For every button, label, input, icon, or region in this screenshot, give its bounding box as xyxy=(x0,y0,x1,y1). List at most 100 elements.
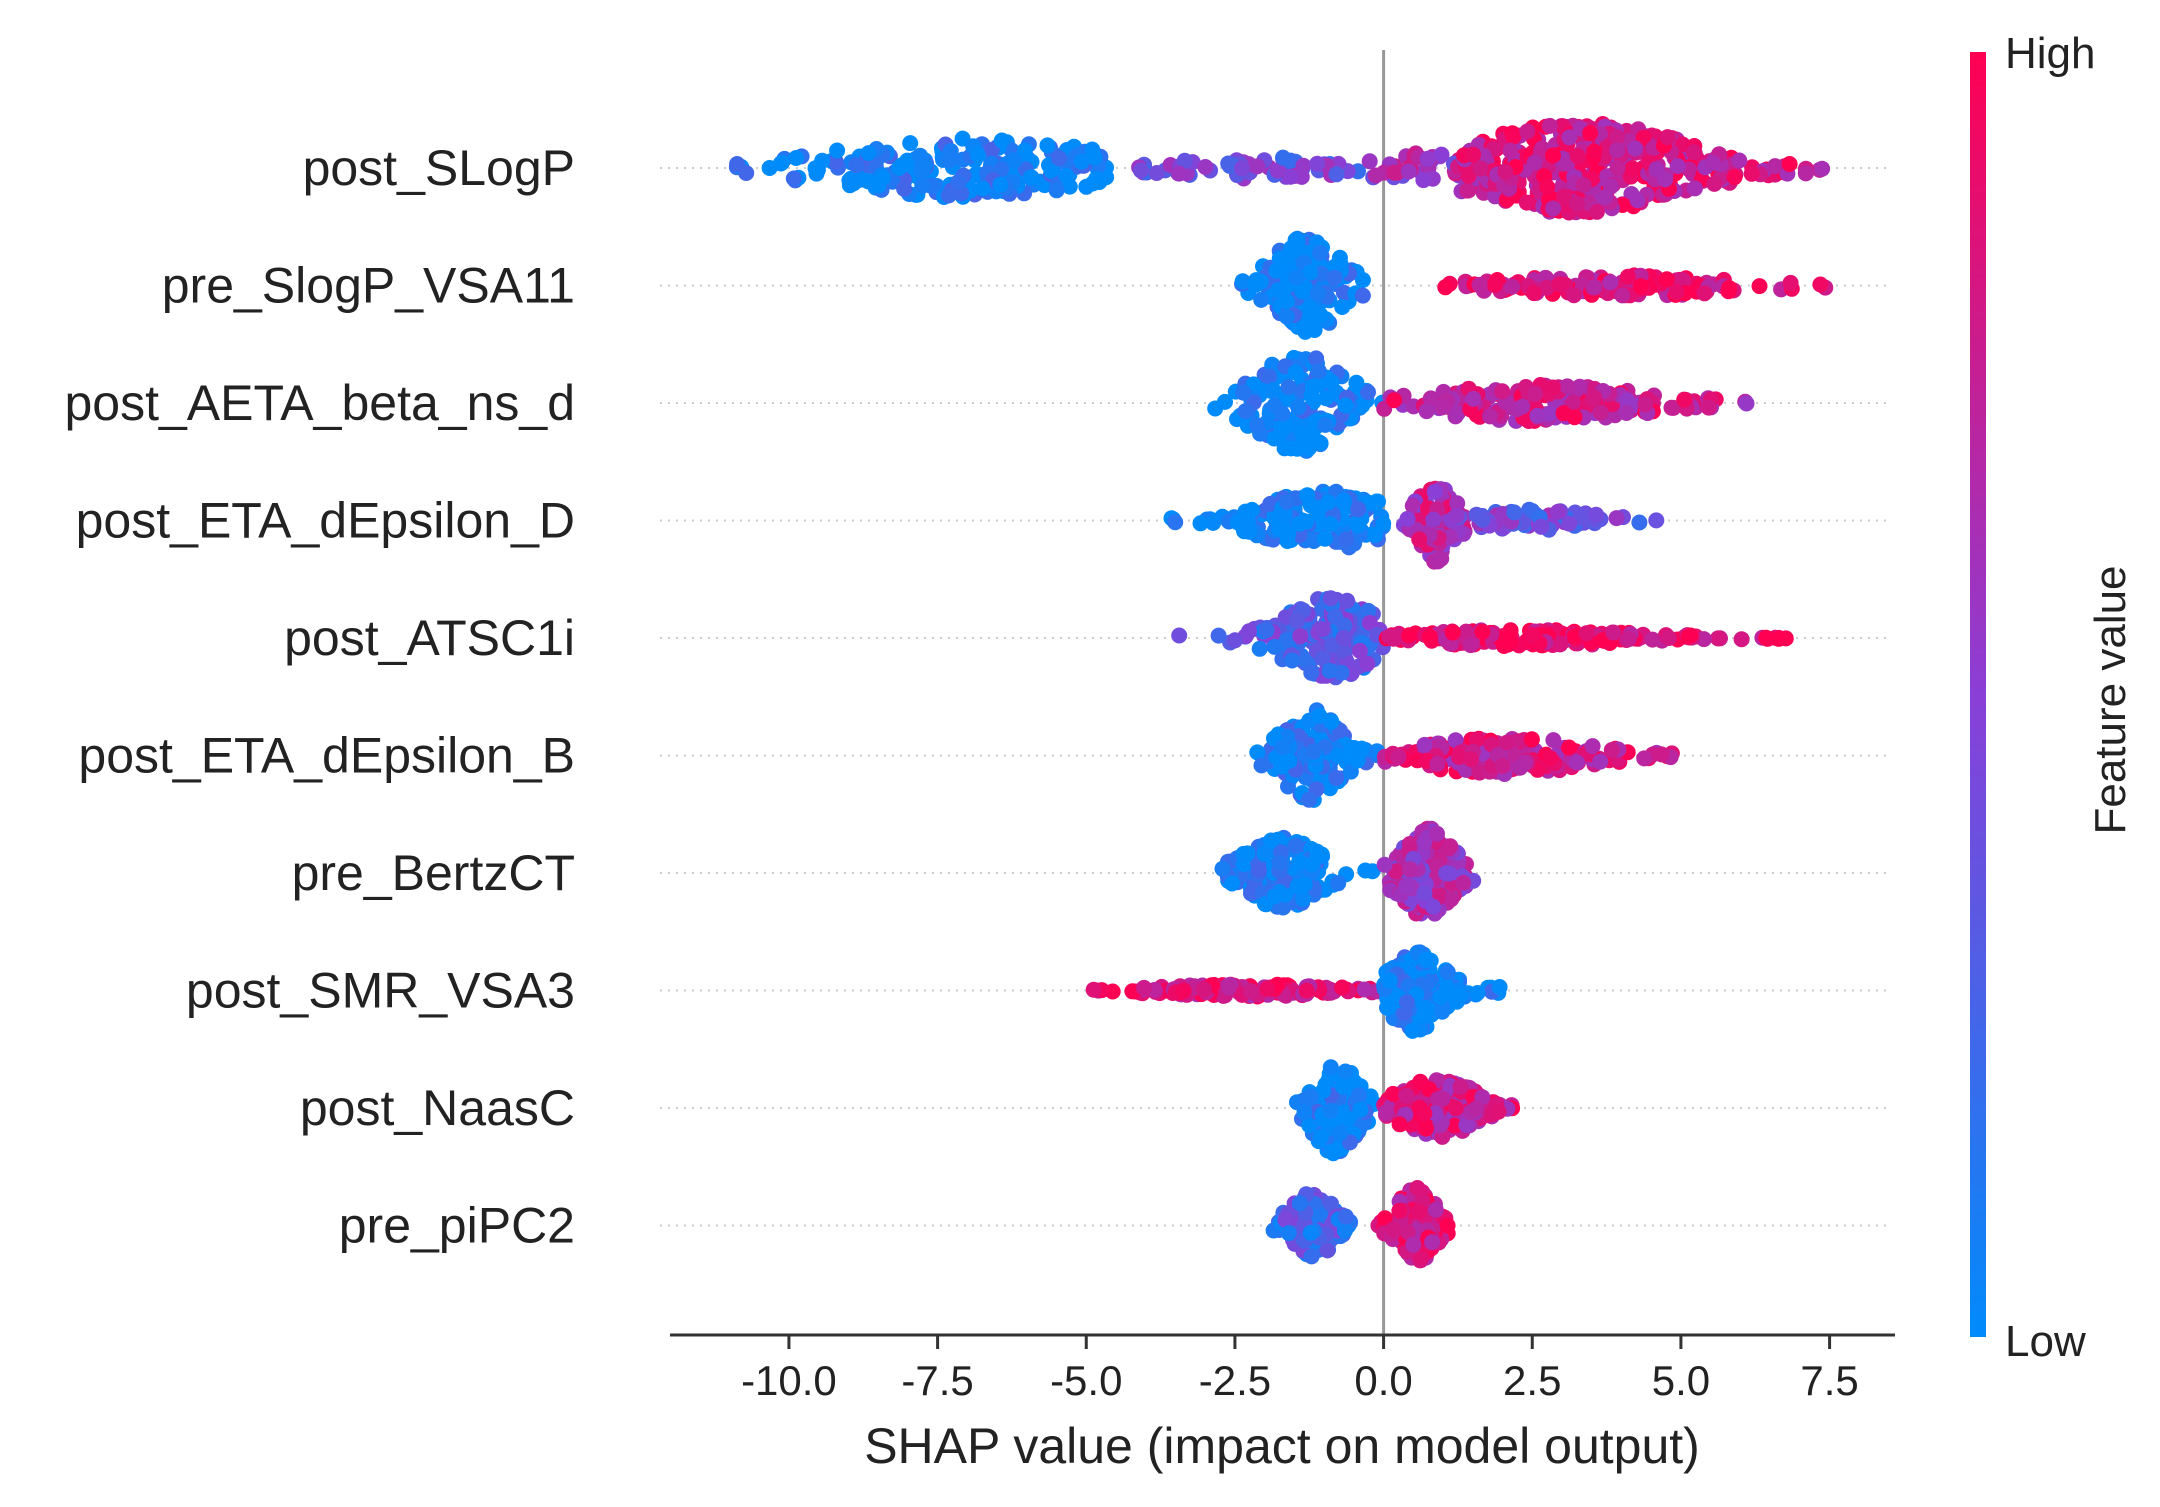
shap-dot xyxy=(1770,630,1787,647)
shap-dot xyxy=(1663,399,1680,416)
shap-dot xyxy=(1335,492,1352,509)
shap-dot xyxy=(1006,152,1023,169)
feature-label: post_ETA_dEpsilon_B xyxy=(78,728,575,784)
feature-label: post_ETA_dEpsilon_D xyxy=(76,493,575,549)
shap-dot xyxy=(1350,501,1367,518)
shap-dot xyxy=(1331,249,1348,266)
shap-dot xyxy=(1293,425,1310,442)
shap-dot xyxy=(829,142,846,159)
shap-dot xyxy=(1251,640,1268,657)
shap-dot xyxy=(1214,860,1231,877)
shap-dot xyxy=(1618,405,1635,421)
shap-dot xyxy=(1302,1224,1319,1241)
shap-dot xyxy=(1402,861,1419,878)
shap-dot xyxy=(1425,511,1442,528)
shap-dot xyxy=(1465,390,1482,407)
shap-dot xyxy=(1496,638,1512,654)
shap-dot xyxy=(1424,1234,1441,1251)
shap-dot xyxy=(1620,631,1637,648)
shap-dot xyxy=(1298,652,1314,669)
shap-dot xyxy=(1310,363,1327,380)
shap-dot xyxy=(1239,514,1256,531)
shap-dot xyxy=(1205,514,1222,531)
shap-dot xyxy=(1592,404,1609,421)
shap-dot xyxy=(1529,407,1546,424)
shap-dot xyxy=(1782,274,1799,291)
shap-dot xyxy=(1398,994,1415,1011)
shap-dot xyxy=(1386,164,1403,181)
shap-dot xyxy=(1653,746,1670,763)
shap-dot xyxy=(1458,623,1475,640)
shap-dot xyxy=(1357,862,1374,879)
shap-dot xyxy=(1710,630,1726,647)
shap-dot xyxy=(1586,389,1603,406)
shap-dot xyxy=(1608,129,1625,146)
shap-dot xyxy=(1279,493,1295,510)
shap-dot xyxy=(1627,140,1644,157)
shap-dot xyxy=(1385,1085,1401,1102)
shap-dot xyxy=(1340,1110,1356,1127)
shap-dot xyxy=(1259,980,1276,997)
shap-dot xyxy=(914,178,931,194)
shap-dot xyxy=(1458,1117,1475,1133)
colorbar-low-label: Low xyxy=(2005,1317,2086,1366)
shap-dot xyxy=(1609,160,1626,176)
shap-dot xyxy=(1519,123,1536,140)
shap-dot xyxy=(1400,163,1417,180)
shap-dot xyxy=(1471,276,1488,293)
shap-dot xyxy=(1241,623,1257,640)
shap-dot xyxy=(1088,170,1105,187)
shap-dot xyxy=(1253,291,1270,308)
shap-dot xyxy=(1447,1100,1464,1117)
shap-dot xyxy=(1271,521,1288,537)
shap-dot xyxy=(1243,983,1260,1000)
feature-label: post_SMR_VSA3 xyxy=(186,963,575,1019)
shap-dot xyxy=(1278,293,1295,310)
shap-dot xyxy=(1674,136,1691,153)
shap-dot xyxy=(1270,282,1287,299)
shap-dot xyxy=(1497,164,1514,180)
shap-dot xyxy=(1319,1242,1336,1259)
feature-label: pre_piPC2 xyxy=(339,1198,575,1254)
shap-dot xyxy=(1629,192,1646,209)
shap-dot xyxy=(1462,637,1479,654)
shap-dot xyxy=(1416,885,1433,902)
shap-dot xyxy=(1294,283,1311,300)
shap-dot xyxy=(1351,642,1368,659)
shap-dot xyxy=(1278,632,1295,649)
feature-dots xyxy=(1207,349,1755,459)
shap-dot xyxy=(1289,612,1305,629)
shap-dot xyxy=(1051,150,1067,167)
x-tick-label: -2.5 xyxy=(1199,1357,1271,1404)
shap-dot xyxy=(1192,515,1209,532)
shap-dot xyxy=(1434,399,1451,416)
shap-dot xyxy=(1334,979,1351,996)
x-axis-title: SHAP value (impact on model output) xyxy=(864,1418,1700,1474)
shap-dot xyxy=(1196,981,1212,998)
shap-dot xyxy=(1132,162,1149,179)
shap-dot xyxy=(1291,1195,1308,1212)
shap-dot xyxy=(1318,390,1334,407)
shap-dot xyxy=(1295,891,1312,908)
shap-dot xyxy=(1551,276,1568,293)
shap-dot xyxy=(1317,416,1334,433)
shap-dot xyxy=(1375,515,1392,532)
shap-dot xyxy=(899,152,916,169)
shap-dot xyxy=(1136,979,1152,996)
shap-dot xyxy=(1334,1078,1351,1095)
shap-dot xyxy=(1706,175,1723,192)
shap-dot xyxy=(1571,378,1588,395)
shap-dot xyxy=(1217,393,1233,410)
shap-dot xyxy=(1463,751,1480,768)
shap-dot xyxy=(1447,732,1464,749)
shap-dot xyxy=(1301,299,1318,316)
shap-dot xyxy=(1429,825,1445,842)
shap-dot xyxy=(1288,269,1305,286)
x-tick-label: 7.5 xyxy=(1800,1357,1858,1404)
shap-dot xyxy=(1545,732,1562,749)
shap-dot xyxy=(1276,419,1293,436)
shap-dot xyxy=(1418,951,1435,968)
shap-dot xyxy=(1220,979,1237,996)
feature-label: pre_BertzCT xyxy=(292,845,575,901)
shap-dot xyxy=(1505,128,1522,145)
